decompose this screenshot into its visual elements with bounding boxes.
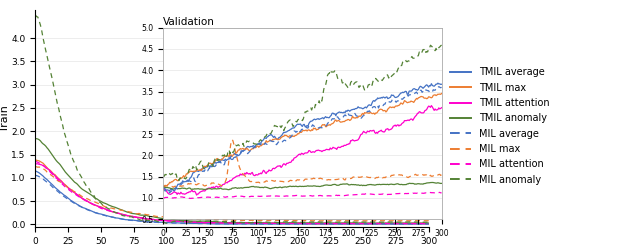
- Text: Validation: Validation: [163, 17, 215, 27]
- Legend: TMIL average, TMIL max, TMIL attention, TMIL anomaly, MIL average, MIL max, MIL : TMIL average, TMIL max, TMIL attention, …: [450, 67, 550, 185]
- Y-axis label: Train: Train: [0, 105, 10, 132]
